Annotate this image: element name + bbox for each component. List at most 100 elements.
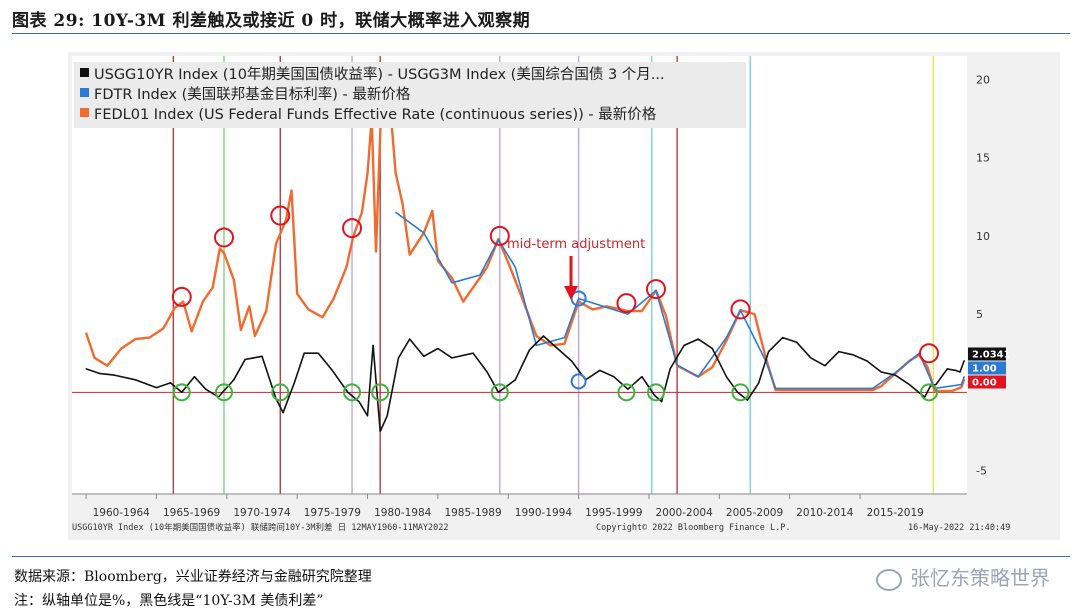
series-point-2-17 <box>317 352 319 354</box>
series-point-0-24 <box>321 316 324 318</box>
series-point-1-17 <box>872 387 874 390</box>
red-circle-0 <box>171 286 192 307</box>
series-group <box>84 86 966 433</box>
series-point-0-65 <box>817 389 819 391</box>
chart-footer-timestamp: 16-May-2022 21:40:49 <box>908 523 1010 533</box>
series-point-0-15 <box>240 329 242 331</box>
series-point-0-62 <box>753 313 756 315</box>
series-point-2-52 <box>758 382 760 384</box>
green-circle-0 <box>172 383 191 402</box>
series-point-0-8 <box>182 300 184 303</box>
series-point-2-66 <box>929 385 932 387</box>
series-point-2-36 <box>556 347 559 350</box>
series-point-2-58 <box>838 351 840 353</box>
series-point-2-0 <box>85 368 87 370</box>
green-circle-5 <box>490 383 509 402</box>
series-point-2-27 <box>423 355 425 357</box>
series-point-0-17 <box>254 335 256 337</box>
red-circle-1 <box>213 227 234 248</box>
series-point-2-56 <box>810 357 812 359</box>
red-circle-2 <box>270 205 291 226</box>
red-circle-6 <box>616 293 637 314</box>
series-point-0-72 <box>934 390 936 392</box>
series-line-fedl01 <box>84 86 966 393</box>
mid-term-annotation: mid-term adjustment <box>507 237 645 300</box>
legend-swatch-black <box>80 68 89 77</box>
series-point-0-29 <box>366 172 369 174</box>
series-point-0-48 <box>549 344 552 346</box>
series-point-0-10 <box>202 300 204 303</box>
series-point-0-47 <box>535 335 537 337</box>
x-tick-label-0: 1960-1964 <box>93 507 151 519</box>
series-point-2-34 <box>528 349 530 351</box>
x-tick-label-2: 1970-1974 <box>233 507 291 519</box>
series-point-0-39 <box>437 260 439 262</box>
legend-entry-fedl01: FEDL01 Index (US Federal Funds Effective… <box>94 106 657 123</box>
x-tick-label-8: 2000-2004 <box>656 507 714 519</box>
green-circle-3 <box>343 383 362 402</box>
series-point-2-15 <box>293 382 295 384</box>
series-point-2-46 <box>683 344 685 346</box>
y-tick-label-3: 5 <box>976 308 983 321</box>
series-point-1-2 <box>451 282 453 284</box>
series-point-2-62 <box>894 374 896 376</box>
series-point-1-5 <box>514 266 516 268</box>
series-point-2-24 <box>386 415 388 417</box>
series-point-2-4 <box>155 387 158 389</box>
series-point-0-45 <box>507 261 509 264</box>
series-point-0-21 <box>290 189 293 192</box>
series-point-2-18 <box>331 369 333 372</box>
series-point-2-54 <box>782 336 784 339</box>
series-point-0-12 <box>219 247 221 250</box>
series-point-2-20 <box>358 401 360 403</box>
series-point-2-10 <box>233 379 235 381</box>
x-axis: 1960-1964 1965-1969 1970-1974 1975-1979 1980… <box>72 493 967 519</box>
series-point-2-55 <box>796 341 798 343</box>
series-point-0-49 <box>563 343 566 345</box>
series-point-2-45 <box>669 368 671 370</box>
series-point-0-14 <box>233 279 235 281</box>
series-point-0-35 <box>402 204 404 206</box>
series-point-2-22 <box>372 344 374 346</box>
chart-footer-copyright: Copyright© 2022 Bloomberg Finance L.P. <box>596 523 790 533</box>
series-point-2-12 <box>261 355 263 357</box>
series-point-2-60 <box>866 360 868 362</box>
series-point-0-9 <box>191 330 193 332</box>
series-line-usgg10yr-usgg3m <box>85 335 965 433</box>
series-point-2-67 <box>935 383 937 386</box>
series-point-0-0 <box>85 332 87 334</box>
last-value-text-1: 1.00 <box>972 364 997 375</box>
series-point-0-25 <box>333 297 335 300</box>
legend-swatch-blue <box>80 88 89 97</box>
green-circle-6 <box>617 383 636 402</box>
watermark-text: 张忆东策略世界 <box>910 566 1050 590</box>
x-tick-label-11: 2015-2019 <box>867 507 924 519</box>
series-point-2-70 <box>959 371 961 373</box>
wechat-icon <box>876 568 902 591</box>
x-tick-label-7: 1995-1999 <box>585 507 642 519</box>
series-point-2-19 <box>347 391 349 393</box>
bottom-divider <box>12 556 1070 557</box>
watermark: 张忆东策略世界 <box>876 562 1050 591</box>
series-point-2-30 <box>472 352 474 354</box>
legend-entry-spread: USGG10YR Index (10年期美国国债收益率) - USGG3M In… <box>94 66 665 83</box>
series-point-1-8 <box>578 297 580 300</box>
series-point-0-54 <box>641 310 643 312</box>
series-point-2-71 <box>963 359 965 362</box>
series-point-2-48 <box>711 347 713 350</box>
y-tick-label-1: 15 <box>976 152 990 165</box>
series-point-0-59 <box>711 366 713 368</box>
legend-swatch-orange <box>80 108 89 117</box>
green-circle-8 <box>731 383 750 402</box>
series-point-2-16 <box>303 352 305 354</box>
y-tick-label-4: -5 <box>976 465 987 478</box>
series-point-0-42 <box>472 286 474 289</box>
series-point-1-0 <box>395 211 397 214</box>
series-point-2-47 <box>697 338 699 340</box>
series-point-0-19 <box>275 243 277 245</box>
x-tick-label-9: 2005-2009 <box>726 507 783 519</box>
blue-circle-1 <box>570 373 587 390</box>
data-source: 数据来源：Bloomberg，兴业证券经济与金融研究院整理 <box>14 569 372 585</box>
green-circle-2 <box>271 383 290 402</box>
series-point-0-41 <box>462 300 464 303</box>
